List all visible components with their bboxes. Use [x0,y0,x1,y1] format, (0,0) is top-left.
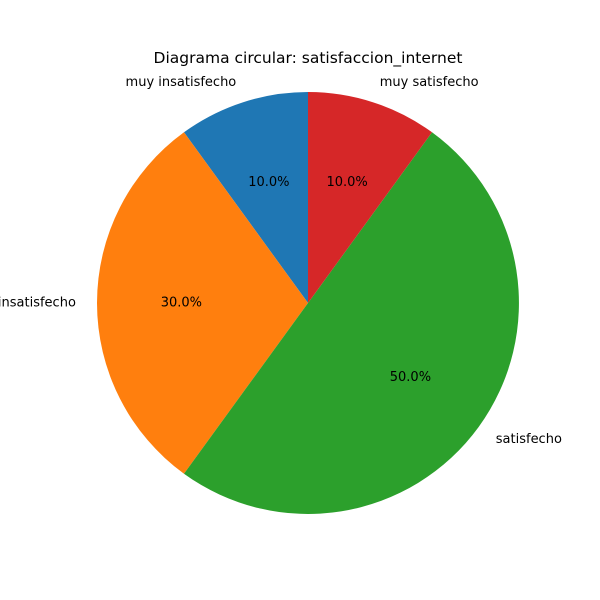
percent-label-satisfecho: 50.0% [390,370,431,385]
pie-slice-satisfecho [183,132,519,514]
chart-title: Diagrama circular: satisfaccion_internet [154,49,463,68]
slice-label-insatisfecho: insatisfecho [0,296,76,311]
slice-label-muy-satisfecho: muy satisfecho [380,75,479,90]
percent-label-insatisfecho: 30.0% [161,296,202,311]
percent-label-muy-insatisfecho: 10.0% [248,175,289,190]
percent-label-muy-satisfecho: 10.0% [326,175,367,190]
pie-slice-muy-insatisfecho [183,92,308,303]
slice-label-satisfecho: satisfecho [496,432,562,447]
pie-slice-muy-satisfecho [308,92,433,303]
pie-slices [96,92,519,514]
pie-slice-insatisfecho [96,132,308,474]
pie-labels: muy insatisfecho 10.0% insatisfecho 30.0% sa… [0,75,562,447]
slice-label-muy-insatisfecho: muy insatisfecho [126,75,237,90]
